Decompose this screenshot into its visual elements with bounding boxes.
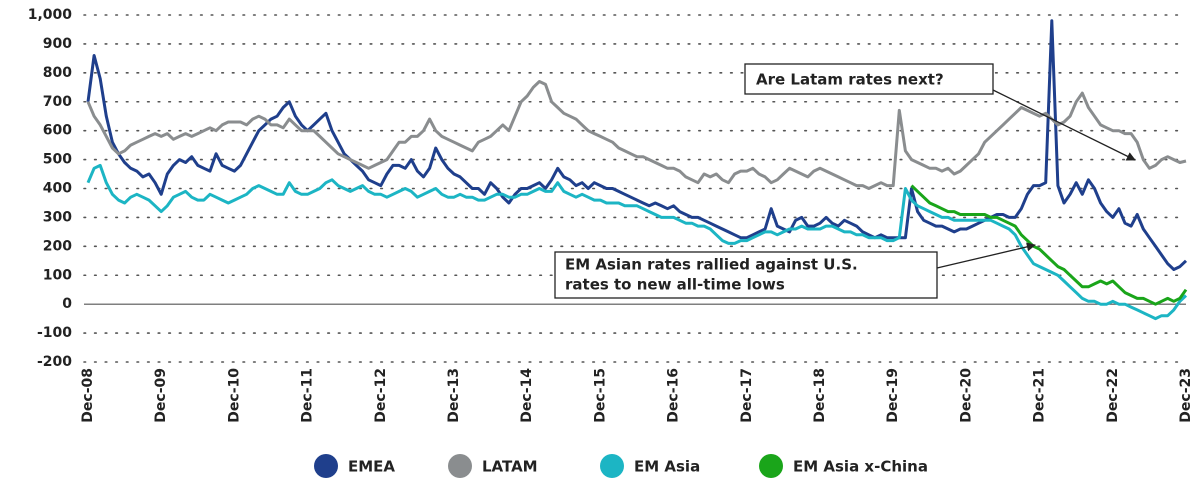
x-tick-label: Dec-22 [1105,368,1121,423]
y-tick-label: 400 [43,181,72,197]
annotation-text: EM Asian rates rallied against U.S. [565,256,858,274]
y-tick-label: 200 [43,238,72,254]
series-line [86,163,1188,321]
y-tick-label: 100 [43,267,72,283]
x-tick-label: Dec-21 [1032,368,1048,423]
x-tick-label: Dec-14 [519,368,535,423]
legend-swatch [600,454,624,478]
y-tick-label: 300 [43,209,72,225]
annotation-text: rates to new all-time lows [565,276,785,294]
x-tick-label: Dec-17 [739,368,755,423]
y-tick-label: -200 [37,354,72,370]
y-tick-label: 1,000 [28,7,73,23]
y-tick-label: 600 [43,123,72,139]
legend-swatch [759,454,783,478]
grid [83,14,1187,363]
y-tick-label: 900 [43,36,72,52]
annotation-box [744,63,994,95]
x-tick-label: Dec-12 [373,368,389,423]
legend-label: EM Asia x-China [793,458,928,476]
legend-label: EMEA [348,458,395,476]
legend-label: EM Asia [634,458,700,476]
legend-swatch [314,454,338,478]
y-tick-label: -100 [37,325,72,341]
series-line [86,19,1188,271]
x-tick-label: Dec-23 [1178,368,1193,423]
x-tick-label: Dec-11 [300,368,316,423]
annotation-text: Are Latam rates next? [756,71,944,89]
annotation-latam: Are Latam rates next? [744,63,1136,161]
y-tick-label: 800 [43,65,72,81]
x-tick-label: Dec-15 [592,368,608,423]
series-line [86,80,1187,190]
x-tick-label: Dec-16 [666,368,682,423]
x-tick-label: Dec-10 [226,368,242,423]
x-tick-label: Dec-08 [80,368,96,423]
legend-label: LATAM [482,458,538,476]
legend-swatch [448,454,472,478]
legend: EMEA LATAM EM Asia EM Asia x-China [314,454,928,478]
x-tick-label: Dec-18 [812,368,828,423]
x-tick-label: Dec-20 [958,368,974,423]
annotation-arrow [992,89,1136,161]
annotation-asia: EM Asian rates rallied against U.S. rate… [554,242,1036,299]
y-tick-label: 0 [62,296,72,312]
series-line [910,184,1188,306]
x-tick-label: Dec-09 [153,368,169,423]
y-tick-label: 700 [43,94,72,110]
lines [86,19,1188,321]
x-tick-label: Dec-13 [446,368,462,423]
x-tick-label: Dec-19 [885,368,901,423]
annotation-box [554,251,938,299]
y-tick-label: 500 [43,152,72,168]
annotation-arrow [936,242,1036,269]
